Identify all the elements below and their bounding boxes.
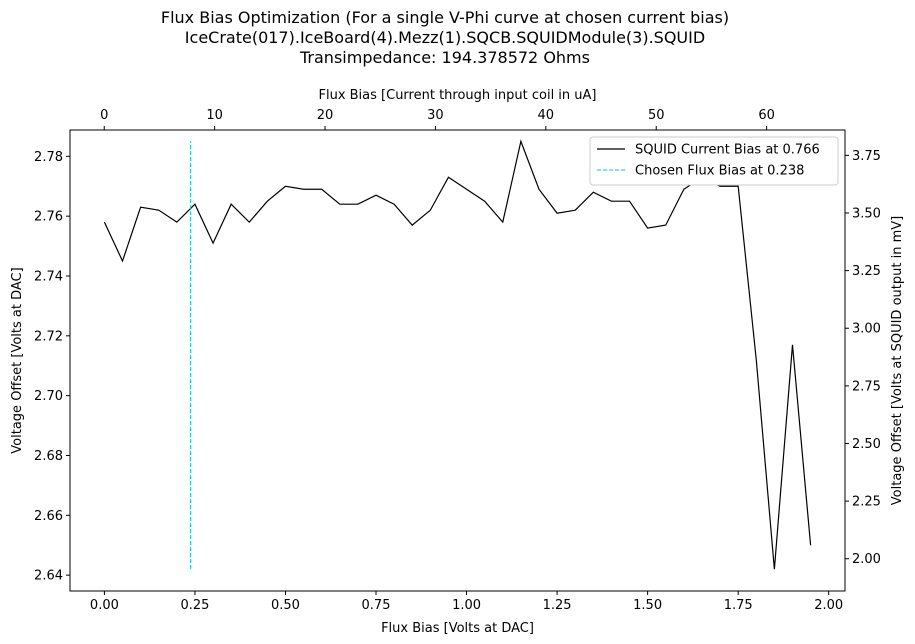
top-x-tick-label: 0 — [100, 108, 108, 123]
legend-box — [589, 136, 839, 186]
top-x-tick-label: 50 — [648, 108, 665, 123]
right-y-tick-label: 3.50 — [852, 206, 881, 221]
right-y-axis-label: Voltage Offset [Volts at SQUID output in… — [890, 216, 905, 505]
y-tick-label: 2.66 — [34, 509, 63, 524]
right-y-tick-label: 2.25 — [852, 495, 881, 510]
right-y-tick-label: 3.75 — [852, 149, 881, 164]
y-tick-label: 2.74 — [34, 269, 63, 284]
x-tick-label: 0.00 — [90, 598, 119, 613]
right-y-tick-label: 2.50 — [852, 437, 881, 452]
top-x-tick-label: 20 — [317, 108, 334, 123]
x-tick-label: 0.50 — [271, 598, 300, 613]
top-x-tick-label: 10 — [206, 108, 223, 123]
x-tick-label: 1.00 — [452, 598, 481, 613]
top-x-tick-label: 60 — [758, 108, 775, 123]
y-tick-label: 2.78 — [34, 150, 63, 165]
chart-title-line-1: Flux Bias Optimization (For a single V-P… — [160, 8, 730, 27]
bottom-x-axis: 0.00 0.25 0.50 0.75 1.00 1.25 1.50 1.75 2.00 — [90, 591, 843, 613]
y-tick-label: 2.70 — [34, 389, 63, 404]
x-tick-label: 1.75 — [724, 598, 753, 613]
y-tick-label: 2.76 — [34, 210, 63, 225]
chart-title: Flux Bias Optimization (For a single V-P… — [0, 8, 890, 68]
y-axis-label: Voltage Offset [Volts at DAC] — [10, 267, 25, 453]
left-y-axis: 2.64 2.66 2.68 2.70 2.72 2.74 2.76 2.78 — [34, 150, 70, 584]
x-tick-label: 1.50 — [633, 598, 662, 613]
y-tick-label: 2.68 — [34, 449, 63, 464]
top-x-tick-label: 30 — [427, 108, 444, 123]
y-tick-label: 2.64 — [34, 569, 63, 584]
legend-label-squid-current-bias: SQUID Current Bias at 0.766 — [635, 143, 820, 158]
plot-frame — [69, 129, 846, 592]
top-x-tick-label: 40 — [538, 108, 555, 123]
x-tick-label: 0.25 — [180, 598, 209, 613]
series-line-squid-current-bias — [103, 139, 812, 570]
right-y-tick-label: 3.25 — [852, 264, 881, 279]
right-y-tick-label: 2.75 — [852, 379, 881, 394]
x-axis-label: Flux Bias [Volts at DAC] — [381, 621, 534, 636]
legend: SQUID Current Bias at 0.766 Chosen Flux … — [589, 136, 839, 186]
top-x-axis-label: Flux Bias [Current through input coil in… — [318, 88, 596, 103]
y-tick-label: 2.72 — [34, 329, 63, 344]
right-y-tick-label: 2.00 — [852, 552, 881, 567]
legend-label-chosen-flux-bias: Chosen Flux Bias at 0.238 — [635, 164, 804, 179]
right-y-axis: 2.00 2.25 2.50 2.75 3.00 3.25 3.50 3.75 — [845, 149, 881, 567]
right-y-tick-label: 3.00 — [852, 322, 881, 337]
top-x-axis: 0 10 20 30 40 50 60 — [100, 108, 775, 130]
plot-lines — [103, 139, 812, 570]
x-tick-label: 2.00 — [814, 598, 843, 613]
x-tick-label: 0.75 — [362, 598, 391, 613]
chart-title-line-3: Transimpedance: 194.378572 Ohms — [300, 48, 590, 67]
x-tick-label: 1.25 — [543, 598, 572, 613]
chart-title-line-2: IceCrate(017).IceBoard(4).Mezz(1).SQCB.S… — [184, 28, 706, 47]
